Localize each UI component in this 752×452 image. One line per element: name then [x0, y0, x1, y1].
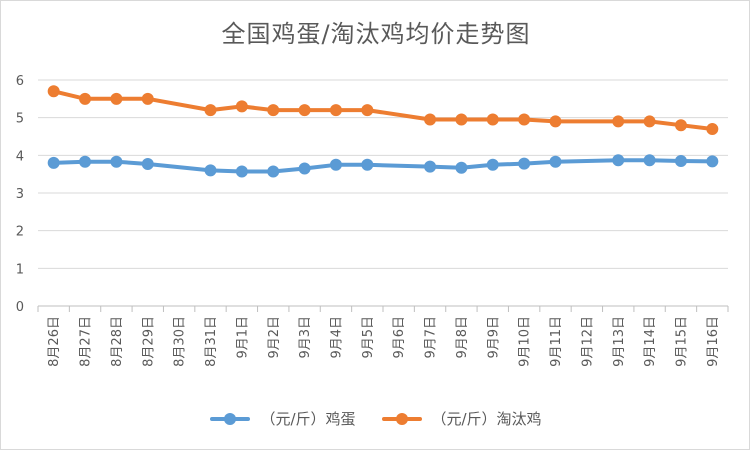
- x-tick-label: 9月6日: [392, 316, 407, 359]
- data-point-0: [424, 160, 437, 173]
- legend-label-egg: （元/斤）鸡蛋: [260, 410, 356, 428]
- x-tick-label: 9月14日: [643, 316, 658, 367]
- x-tick-label: 9月11日: [549, 316, 564, 367]
- data-point-1: [549, 115, 562, 128]
- data-point-0: [612, 154, 625, 167]
- data-point-0: [235, 165, 248, 178]
- data-point-1: [518, 113, 531, 126]
- x-tick-label: 9月16日: [706, 316, 721, 367]
- data-point-0: [47, 156, 60, 169]
- data-point-1: [110, 92, 123, 105]
- data-point-1: [455, 113, 468, 126]
- x-tick-label: 8月30日: [173, 316, 188, 367]
- data-point-0: [643, 154, 656, 167]
- data-point-0: [204, 164, 217, 177]
- x-tick-label: 9月2日: [267, 316, 282, 359]
- data-point-1: [204, 104, 217, 117]
- data-point-0: [329, 158, 342, 171]
- legend-swatch-egg: [210, 412, 251, 426]
- data-point-1: [612, 115, 625, 128]
- x-tick-label: 9月3日: [298, 316, 313, 359]
- legend: （元/斤）鸡蛋 （元/斤）淘汰鸡: [0, 408, 752, 429]
- x-tick-label: 9月4日: [330, 316, 345, 359]
- legend-swatch-hen: [381, 412, 422, 426]
- data-point-1: [267, 104, 280, 117]
- data-point-0: [141, 157, 154, 170]
- data-point-1: [424, 113, 437, 126]
- data-point-1: [486, 113, 499, 126]
- x-tick-label: 9月8日: [455, 316, 470, 359]
- legend-label-hen: （元/斤）淘汰鸡: [431, 410, 542, 428]
- data-point-0: [361, 158, 374, 171]
- y-tick-label: 4: [16, 149, 24, 164]
- x-tick-label: 9月13日: [612, 316, 627, 367]
- y-tick-label: 1: [16, 262, 24, 277]
- data-point-1: [47, 85, 60, 98]
- y-tick-label: 5: [16, 112, 24, 127]
- x-tick-label: 9月12日: [580, 316, 595, 367]
- chart-title: 全国鸡蛋/淘汰鸡均价走势图: [221, 20, 531, 48]
- legend-item-egg: （元/斤）鸡蛋: [210, 408, 356, 429]
- x-tick-label: 8月31日: [204, 316, 219, 367]
- data-point-1: [235, 100, 248, 113]
- x-tick-label: 9月15日: [675, 316, 690, 367]
- data-point-1: [361, 104, 374, 117]
- x-tick-label: 9月10日: [518, 316, 533, 367]
- data-point-0: [455, 161, 468, 174]
- data-point-0: [79, 155, 92, 168]
- y-tick-label: 6: [16, 74, 24, 89]
- data-point-1: [674, 119, 687, 132]
- data-point-0: [674, 154, 687, 167]
- data-point-0: [486, 158, 499, 171]
- data-point-0: [549, 155, 562, 168]
- data-point-0: [706, 155, 719, 168]
- x-tick-label: 8月29日: [141, 316, 156, 367]
- x-tick-label: 8月28日: [110, 316, 125, 367]
- y-tick-label: 3: [16, 187, 24, 202]
- y-tick-label: 2: [16, 225, 24, 240]
- data-point-0: [298, 162, 311, 175]
- data-point-1: [141, 92, 154, 105]
- data-point-0: [110, 155, 123, 168]
- data-point-0: [518, 157, 531, 170]
- data-point-1: [329, 104, 342, 117]
- legend-item-hen: （元/斤）淘汰鸡: [381, 408, 542, 429]
- x-tick-label: 9月1日: [235, 316, 250, 359]
- x-tick-label: 9月9日: [486, 316, 501, 359]
- data-point-1: [298, 104, 311, 117]
- data-point-1: [79, 92, 92, 105]
- y-tick-label: 0: [16, 300, 24, 315]
- x-tick-label: 9月7日: [424, 316, 439, 359]
- x-tick-label: 8月27日: [79, 316, 94, 367]
- x-tick-label: 9月5日: [361, 316, 376, 359]
- data-point-1: [706, 122, 719, 135]
- data-point-1: [643, 115, 656, 128]
- data-point-0: [267, 165, 280, 178]
- x-tick-label: 8月26日: [47, 316, 62, 367]
